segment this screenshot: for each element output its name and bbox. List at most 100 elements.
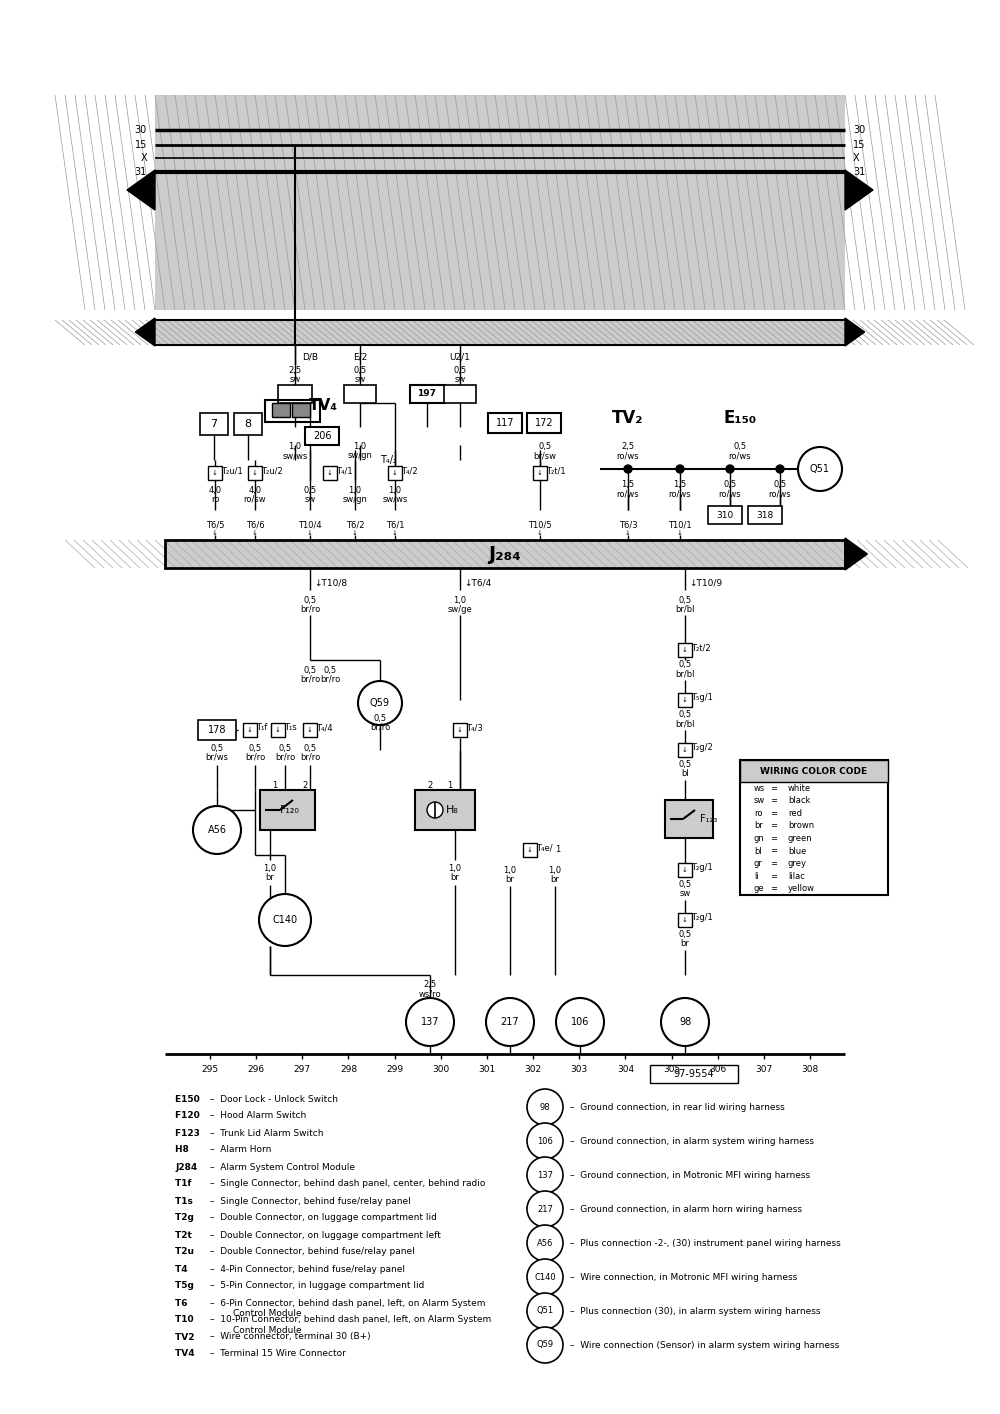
Text: =: = — [770, 783, 778, 793]
Text: ↓: ↓ — [275, 727, 281, 732]
Circle shape — [527, 1191, 563, 1227]
Text: 0,5: 0,5 — [353, 365, 367, 375]
Text: sw/ws: sw/ws — [282, 451, 308, 461]
Text: 0,5: 0,5 — [678, 660, 692, 669]
Text: green: green — [788, 834, 813, 843]
Text: 98: 98 — [540, 1103, 550, 1111]
Text: T₂t/2: T₂t/2 — [691, 643, 711, 652]
Text: br: br — [266, 872, 274, 881]
Text: 2: 2 — [302, 781, 308, 789]
Text: ro/ws: ro/ws — [617, 451, 639, 461]
Text: 30: 30 — [135, 124, 147, 134]
Text: br: br — [681, 939, 689, 949]
Circle shape — [193, 806, 241, 854]
Circle shape — [527, 1225, 563, 1261]
Text: ↓: ↓ — [392, 530, 398, 536]
Text: ro/ws: ro/ws — [669, 489, 691, 499]
Circle shape — [776, 465, 784, 474]
Text: A56: A56 — [537, 1239, 553, 1247]
Text: T₄e/: T₄e/ — [536, 844, 553, 853]
Text: yellow: yellow — [788, 884, 815, 894]
Bar — [155, 320, 845, 345]
Text: 308: 308 — [801, 1066, 819, 1075]
Text: ↓: ↓ — [682, 747, 688, 754]
Text: T₁s: T₁s — [284, 724, 297, 732]
Text: U2/1: U2/1 — [450, 354, 470, 362]
Text: ↓: ↓ — [252, 469, 258, 477]
Bar — [198, 720, 236, 740]
Text: gr: gr — [754, 860, 763, 868]
Circle shape — [527, 1157, 563, 1193]
Text: T1s: T1s — [175, 1196, 202, 1206]
Text: =: = — [770, 796, 778, 806]
Text: ↓: ↓ — [682, 648, 688, 653]
Text: ro/ws: ro/ws — [729, 451, 751, 461]
Text: 1,0: 1,0 — [388, 485, 402, 495]
Bar — [678, 913, 692, 928]
Text: T10/5: T10/5 — [528, 520, 552, 529]
Circle shape — [527, 1326, 563, 1363]
Text: 106: 106 — [571, 1017, 589, 1027]
Bar — [523, 843, 537, 857]
Text: –  Double Connector, on luggage compartment left: – Double Connector, on luggage compartme… — [210, 1230, 441, 1240]
Text: 1,0: 1,0 — [353, 443, 367, 451]
Circle shape — [427, 802, 443, 819]
Text: 98: 98 — [679, 1017, 691, 1027]
Bar — [155, 95, 845, 310]
Text: white: white — [788, 783, 811, 793]
Bar — [208, 467, 222, 479]
Bar — [678, 643, 692, 658]
Text: 137: 137 — [421, 1017, 439, 1027]
Text: –  Alarm Horn: – Alarm Horn — [210, 1145, 271, 1154]
Text: ro/ws: ro/ws — [769, 489, 791, 499]
Text: 172: 172 — [535, 419, 553, 428]
Text: br: br — [451, 872, 459, 881]
Text: E₁₅₀: E₁₅₀ — [723, 409, 757, 427]
Text: T₄/₂: T₄/₂ — [380, 455, 397, 465]
Text: H8: H8 — [175, 1145, 201, 1154]
Text: 301: 301 — [478, 1066, 496, 1075]
Text: D/B: D/B — [302, 354, 318, 362]
Text: 0,5: 0,5 — [210, 744, 224, 752]
Text: –  Wire connector, terminal 30 (B+): – Wire connector, terminal 30 (B+) — [210, 1332, 371, 1342]
Text: 0,5: 0,5 — [278, 744, 292, 752]
Text: sw: sw — [754, 796, 765, 806]
Text: 0,5: 0,5 — [248, 744, 262, 752]
Text: 0,5: 0,5 — [773, 481, 787, 489]
Text: sw/ge: sw/ge — [448, 605, 472, 614]
Text: br: br — [551, 874, 559, 884]
Text: =: = — [770, 809, 778, 817]
Bar — [748, 506, 782, 525]
Bar — [488, 413, 522, 433]
Bar — [292, 403, 310, 417]
Text: T₂g/1: T₂g/1 — [691, 913, 713, 922]
Bar — [527, 413, 561, 433]
Text: 197: 197 — [418, 389, 436, 399]
Text: –  5-Pin Connector, in luggage compartment lid: – 5-Pin Connector, in luggage compartmen… — [210, 1281, 424, 1291]
Text: br/bl: br/bl — [675, 669, 695, 679]
Text: 2,5: 2,5 — [288, 365, 302, 375]
Text: 0,5: 0,5 — [323, 666, 337, 674]
Text: ↓: ↓ — [537, 469, 543, 477]
Text: T2t: T2t — [175, 1230, 201, 1240]
Text: 295: 295 — [201, 1066, 219, 1075]
Text: TV₂: TV₂ — [612, 409, 644, 427]
Text: sw: sw — [454, 375, 466, 383]
Text: ws/ro: ws/ro — [419, 990, 441, 998]
Text: =: = — [770, 871, 778, 881]
Text: 296: 296 — [248, 1066, 265, 1075]
Text: 0,5: 0,5 — [303, 666, 317, 674]
Text: –  Ground connection, in alarm horn wiring harness: – Ground connection, in alarm horn wirin… — [570, 1205, 802, 1213]
Text: 0,5: 0,5 — [538, 443, 552, 451]
Text: –  10-Pin Connector, behind dash panel, left, on Alarm System: – 10-Pin Connector, behind dash panel, l… — [210, 1315, 491, 1325]
Text: E150: E150 — [175, 1094, 206, 1103]
Text: T₂g/1: T₂g/1 — [691, 864, 713, 872]
Text: F₁₂₃: F₁₂₃ — [700, 814, 717, 824]
Text: 297: 297 — [294, 1066, 311, 1075]
Text: ro: ro — [754, 809, 763, 817]
Text: Q59: Q59 — [370, 699, 390, 708]
Text: T6/6: T6/6 — [246, 520, 264, 529]
Text: T₅g/1: T₅g/1 — [691, 693, 713, 703]
Text: Q59: Q59 — [536, 1340, 554, 1349]
Text: 0,5: 0,5 — [723, 481, 737, 489]
